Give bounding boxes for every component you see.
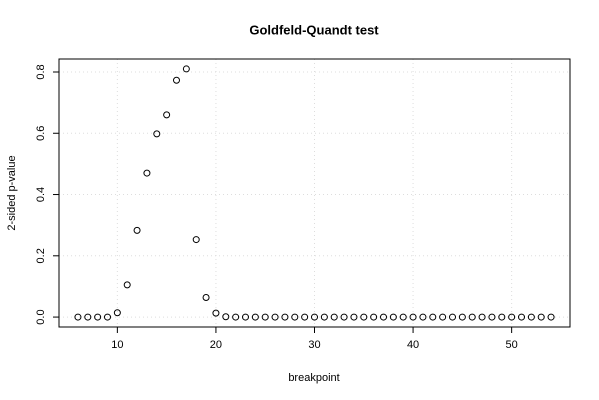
y-tick-label: 0.0	[35, 309, 47, 324]
x-axis-label: breakpoint	[288, 372, 339, 384]
point	[123, 281, 131, 289]
point	[508, 313, 516, 321]
x-tick-label: 20	[210, 339, 222, 351]
point	[222, 313, 230, 321]
point	[547, 313, 555, 321]
point	[153, 130, 161, 138]
point	[478, 313, 486, 321]
point	[241, 313, 249, 321]
point	[350, 313, 358, 321]
point	[182, 65, 190, 73]
point	[518, 313, 526, 321]
point	[439, 313, 447, 321]
point	[330, 313, 338, 321]
point	[74, 313, 82, 321]
point	[192, 236, 200, 244]
point	[172, 76, 180, 84]
y-tick-label: 0.2	[35, 248, 47, 263]
point	[163, 111, 171, 119]
point	[301, 313, 309, 321]
point	[429, 313, 437, 321]
point	[113, 309, 121, 317]
point	[261, 313, 269, 321]
point	[380, 313, 388, 321]
point	[527, 313, 535, 321]
point	[133, 226, 141, 234]
x-tick-label: 10	[111, 339, 123, 351]
y-tick-label: 0.4	[35, 187, 47, 202]
x-tick-label: 50	[506, 339, 518, 351]
point	[232, 313, 240, 321]
y-tick-label: 0.8	[35, 64, 47, 79]
chart-title: Goldfeld-Quandt test	[249, 22, 379, 37]
point	[419, 313, 427, 321]
point	[251, 313, 259, 321]
point	[370, 313, 378, 321]
point	[360, 313, 368, 321]
point	[389, 313, 397, 321]
point	[311, 313, 318, 321]
point	[212, 309, 220, 317]
point	[84, 313, 92, 321]
x-tick-label: 30	[308, 339, 320, 351]
point	[340, 313, 348, 321]
point	[94, 313, 102, 321]
y-axis-label: 2-sided p-value	[6, 155, 18, 230]
point	[498, 313, 506, 321]
point	[202, 293, 210, 301]
y-tick-label: 0.6	[35, 126, 47, 141]
point	[537, 313, 545, 321]
point	[488, 313, 496, 321]
x-tick-label: 40	[407, 339, 419, 351]
point	[320, 313, 328, 321]
point	[103, 313, 111, 321]
point	[458, 313, 466, 321]
point	[409, 313, 417, 321]
point	[143, 169, 151, 177]
point	[291, 313, 299, 321]
point	[449, 313, 457, 321]
point	[271, 313, 279, 321]
point	[399, 313, 407, 321]
point	[468, 313, 476, 321]
point	[281, 313, 289, 321]
plot-frame	[58, 58, 571, 328]
